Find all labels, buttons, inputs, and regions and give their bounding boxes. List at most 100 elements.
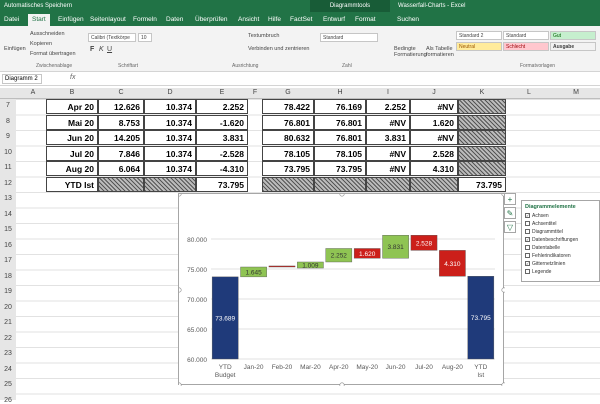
table-cell[interactable]: 73.795 [314,161,366,176]
column-header[interactable]: C [118,89,124,96]
table-cell[interactable] [458,99,506,114]
checkbox[interactable] [525,221,530,227]
format-as-table-button[interactable]: Als Tabelle formatieren [426,46,454,58]
table-cell[interactable]: 73.795 [196,176,248,192]
table-cell[interactable]: 3.831 [196,130,248,145]
table-cell[interactable]: Jun 20 [46,130,98,145]
table-cell[interactable]: 80.632 [262,130,314,145]
row-header[interactable]: 18 [4,272,12,280]
checkbox[interactable]: ✓ [525,213,530,219]
row-header[interactable]: 20 [4,303,12,311]
table-cell[interactable]: 1.620 [410,114,458,130]
font-size-select[interactable]: 10 [138,33,152,42]
table-cell[interactable]: 78.422 [262,99,314,114]
tab-daten[interactable]: Daten [166,16,184,23]
table-cell[interactable]: 10.374 [144,161,196,176]
table-cell[interactable] [458,145,506,161]
row-header[interactable]: 15 [4,226,12,233]
row-header[interactable]: 11 [4,164,12,171]
waterfall-chart[interactable]: 60.000 65.000 70.000 75.000 80.000 73.689 YTD B… [178,193,505,386]
chart-element-item[interactable]: Fehlerindikatoren [525,252,596,260]
table-cell[interactable]: 73.795 [458,176,506,192]
table-cell[interactable]: #NV [366,114,410,130]
tab-format[interactable]: Format [355,16,376,23]
table-cell[interactable]: -4.310 [196,161,248,176]
tab-formeln[interactable]: Formeln [133,16,157,23]
style-neutral[interactable]: Neutral [456,42,502,51]
table-cell[interactable]: 7.846 [98,145,144,161]
table-cell[interactable]: Jul 20 [46,145,98,161]
table-cell[interactable]: Apr 20 [46,99,98,114]
chart-element-item[interactable]: ✓ Datenbeschriftungen [525,236,596,244]
tab-suchen[interactable]: Suchen [397,16,420,23]
table-cell[interactable] [366,176,410,192]
tab-entwurf[interactable]: Entwurf [323,16,346,23]
tab-hilfe[interactable]: Hilfe [268,16,282,23]
table-cell[interactable]: #NV [410,99,458,114]
table-cell[interactable] [458,161,506,176]
tab-einfuegen[interactable]: Einfügen [58,16,84,23]
checkbox[interactable] [525,229,530,235]
table-cell[interactable] [314,176,366,192]
chart-element-item[interactable]: ✓ Achsen [525,212,596,220]
checkbox[interactable] [525,245,530,251]
table-cell[interactable]: 78.105 [314,145,366,161]
row-header[interactable]: 17 [4,257,12,264]
table-cell[interactable]: -1.620 [196,114,248,130]
column-header[interactable]: B [69,89,75,96]
italic-button[interactable]: K [99,46,104,53]
tab-ueberpruefen[interactable]: Überprüfen [195,16,228,23]
bold-button[interactable]: F [90,46,95,53]
row-header[interactable]: 26 [4,396,12,404]
row-header[interactable]: 10 [4,148,12,156]
table-cell[interactable]: 8.753 [98,114,144,130]
column-header[interactable]: G [285,89,291,96]
table-cell[interactable]: 12.626 [98,99,144,114]
table-cell[interactable] [144,176,196,192]
table-cell[interactable] [458,114,506,130]
column-header[interactable]: H [337,89,343,96]
chart-element-item[interactable]: ✓ Gitternetzlinien [525,260,596,268]
tab-start[interactable]: Start [28,14,50,26]
checkbox[interactable] [525,253,530,259]
column-header[interactable]: A [30,89,36,96]
table-cell[interactable]: #NV [366,161,410,176]
chart-filter-button[interactable]: ▽ [504,221,516,233]
table-cell[interactable]: 2.252 [366,99,410,114]
column-header[interactable]: J [432,89,436,96]
style-standard[interactable]: Standard [503,31,549,40]
paste-button[interactable]: Einfügen [4,46,26,52]
table-cell[interactable] [262,176,314,192]
table-cell[interactable]: 76.801 [314,114,366,130]
chart-element-item[interactable]: Diagrammtitel [525,228,596,236]
checkbox[interactable] [525,269,530,275]
tab-datei[interactable]: Datei [4,16,20,23]
table-cell[interactable]: 10.374 [144,130,196,145]
column-header[interactable]: K [479,89,485,96]
font-select[interactable]: Calibri (Textkörpe [88,33,136,42]
wrap-text-button[interactable]: Textumbruch [248,33,280,39]
row-header[interactable]: 22 [4,334,12,342]
table-cell[interactable]: 4.310 [410,161,458,176]
row-header[interactable]: 23 [4,350,12,357]
column-header[interactable]: E [219,89,225,96]
table-cell[interactable]: 2.252 [196,99,248,114]
table-cell[interactable]: 3.831 [366,130,410,145]
table-cell[interactable]: 10.374 [144,145,196,161]
checkbox[interactable]: ✓ [525,237,530,243]
merge-center-button[interactable]: Verbinden und zentrieren [248,46,310,52]
style-ausgabe[interactable]: Ausgabe [550,42,596,51]
table-cell[interactable]: 73.795 [262,161,314,176]
table-cell[interactable]: 10.374 [144,99,196,114]
row-header[interactable]: 9 [6,133,10,140]
fx-icon[interactable]: fx [70,74,76,81]
style-standard2[interactable]: Standard 2 [456,31,502,40]
row-header[interactable]: 16 [4,241,12,249]
conditional-format-button[interactable]: Bedingte Formatierung [394,46,427,58]
column-header[interactable]: D [167,89,173,96]
table-cell[interactable]: 2.528 [410,145,458,161]
table-cell[interactable]: #NV [366,145,410,161]
chart-element-item[interactable]: Legende [525,268,596,276]
table-cell[interactable]: 6.064 [98,161,144,176]
chart-elements-button[interactable]: + [504,193,516,205]
